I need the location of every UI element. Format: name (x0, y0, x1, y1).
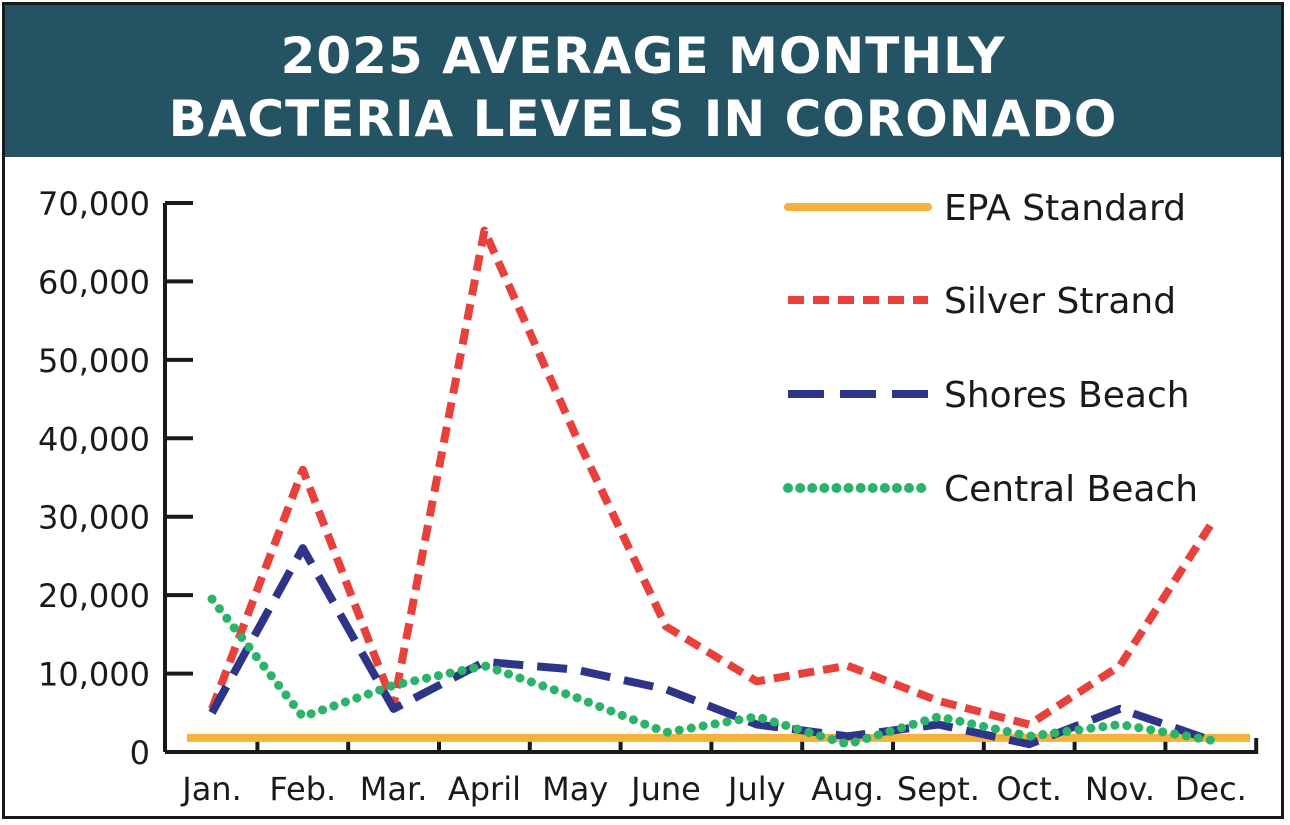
y-tick-label: 20,000 (38, 577, 150, 615)
x-tick-label: April (448, 770, 521, 808)
x-tick-label: Nov. (1085, 770, 1155, 808)
legend-label: Central Beach (944, 469, 1198, 510)
legend-label: Silver Strand (944, 281, 1176, 322)
y-tick-label: 10,000 (38, 656, 150, 694)
x-tick-label: July (726, 770, 786, 808)
x-tick-label: Jan. (180, 770, 242, 808)
x-tick-label: Aug. (811, 770, 884, 808)
y-tick-label: 30,000 (38, 499, 150, 537)
chart-title-line-1: 2025 AVERAGE MONTHLY (280, 27, 1006, 85)
y-tick-label: 60,000 (38, 263, 150, 301)
y-tick-label: 70,000 (38, 185, 150, 223)
legend-label: Shores Beach (944, 375, 1190, 416)
y-tick-label: 40,000 (38, 420, 150, 458)
title-banner: 2025 AVERAGE MONTHLY BACTERIA LEVELS IN … (5, 5, 1281, 157)
series-line-3 (208, 544, 1213, 749)
series-line-4 (207, 594, 1216, 749)
series-line-2 (208, 226, 1215, 729)
x-tick-label: May (542, 770, 608, 808)
y-tick-label: 0 (130, 734, 150, 772)
x-tick-label: Feb. (269, 770, 336, 808)
chart-title-line-2: BACTERIA LEVELS IN CORONADO (168, 90, 1118, 148)
x-tick-label: Sept. (897, 770, 980, 808)
x-tick-label: Mar. (360, 770, 428, 808)
legend-label: EPA Standard (944, 188, 1186, 229)
x-tick-label: Oct. (996, 770, 1062, 808)
x-tick-label: June (629, 770, 701, 808)
x-tick-label: Dec. (1175, 770, 1247, 808)
y-tick-label: 50,000 (38, 342, 150, 380)
